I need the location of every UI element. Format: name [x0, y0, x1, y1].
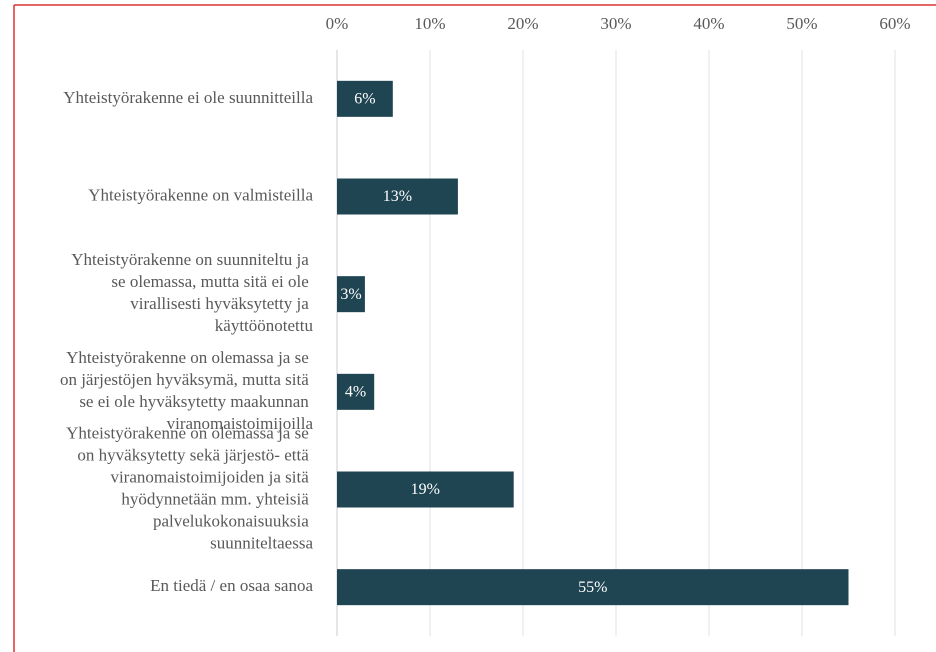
- bar: [337, 276, 365, 313]
- bar: [337, 569, 849, 606]
- label-line: se ei ole hyväksytetty maakunnan: [79, 392, 313, 411]
- label-line: Yhteistyörakenne on olemassa ja se: [66, 348, 313, 367]
- bar: [337, 373, 375, 410]
- label-line: Yhteistyörakenne on valmisteilla: [88, 185, 313, 204]
- label-line: on hyväksytetty sekä järjestö- että: [77, 445, 313, 464]
- bar: [337, 471, 514, 508]
- label-line: palvelukokonaisuuksia: [153, 511, 313, 530]
- value-label: 19%: [411, 481, 440, 498]
- x-tick-label: 10%: [414, 14, 445, 33]
- value-label: 6%: [354, 91, 375, 108]
- bar: [337, 178, 458, 215]
- label-line: Yhteistyörakenne on olemassa ja se: [66, 423, 313, 442]
- label-line: viranomaistoimijoiden ja sitä: [110, 467, 313, 486]
- x-tick-label: 30%: [600, 14, 631, 33]
- value-label: 3%: [340, 286, 361, 303]
- value-label: 55%: [578, 579, 607, 596]
- y-tick-label: Yhteistyörakenne on olemassa ja se on jä…: [60, 348, 314, 433]
- label-line: Yhteistyörakenne ei ole suunnitteilla: [63, 88, 313, 107]
- label-line: käyttöönotettu: [215, 316, 314, 335]
- label-line: En tiedä / en osaa sanoa: [150, 576, 313, 595]
- y-tick-label: En tiedä / en osaa sanoa: [150, 576, 313, 595]
- label-line: se olemassa, mutta sitä ei ole: [111, 272, 313, 291]
- x-tick-label: 0%: [326, 14, 349, 33]
- label-line: viranomaistoimijoilla: [167, 414, 314, 433]
- value-label: 13%: [383, 188, 412, 205]
- bar: [337, 80, 393, 117]
- label-line: Yhteistyörakenne on suunniteltu ja: [71, 250, 313, 269]
- x-tick-label: 20%: [507, 14, 538, 33]
- value-label: 4%: [345, 384, 366, 401]
- y-tick-label: Yhteistyörakenne ei ole suunnitteilla: [63, 88, 313, 107]
- label-line: on järjestöjen hyväksymä, mutta sitä: [60, 370, 313, 389]
- label-line: suunniteltaessa: [210, 533, 313, 552]
- x-tick-label: 60%: [879, 14, 910, 33]
- x-tick-label: 40%: [693, 14, 724, 33]
- y-tick-label: Yhteistyörakenne on olemassa ja se on hy…: [66, 423, 313, 552]
- label-line: virallisesti hyväksytetty ja: [130, 294, 313, 313]
- y-tick-label: Yhteistyörakenne on valmisteilla: [88, 185, 313, 204]
- label-line: hyödynnetään mm. yhteisiä: [121, 489, 313, 508]
- y-tick-label: Yhteistyörakenne on suunniteltu ja se ol…: [71, 250, 313, 335]
- x-tick-label: 50%: [786, 14, 817, 33]
